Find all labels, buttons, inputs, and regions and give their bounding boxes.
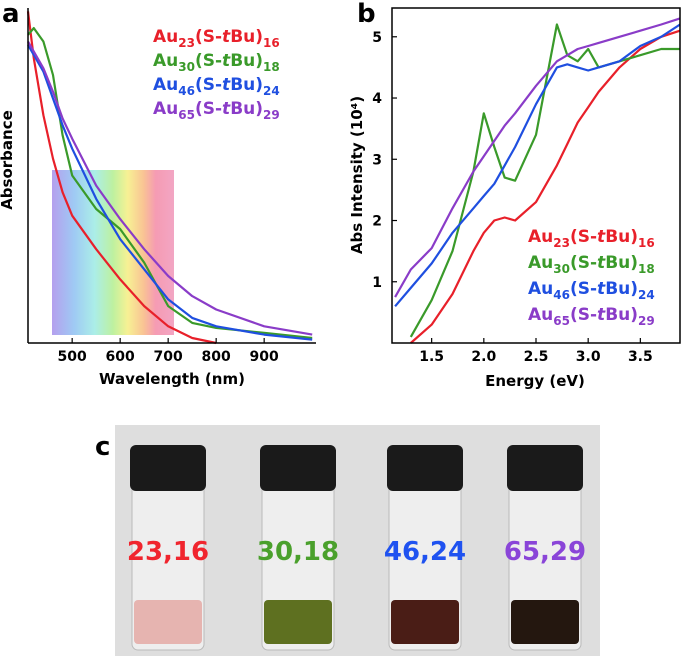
series-line <box>27 40 313 336</box>
panel-label: c <box>95 432 110 462</box>
x-tick-label: 900 <box>250 349 279 365</box>
legend-entry: Au46(S-tBu)24 <box>153 75 280 98</box>
vial-label: 23,16 <box>127 537 209 567</box>
photo: 23,16 30,18 46,24 65,29 <box>115 425 600 656</box>
x-tick-label: 700 <box>154 349 183 365</box>
vial-label: 46,24 <box>384 537 466 567</box>
y-tick-label: 2 <box>372 214 382 230</box>
series-line <box>394 23 681 308</box>
legend-entry: Au65(S-tBu)29 <box>153 99 280 122</box>
panel-label: b <box>357 0 376 29</box>
vial-liquid <box>134 600 202 644</box>
y-axis-title: Abs Intensity (10⁴) <box>348 96 366 254</box>
vial-cap <box>387 445 463 491</box>
x-tick-label: 3.0 <box>576 349 601 365</box>
series-line <box>27 44 313 341</box>
panel-label: a <box>2 0 20 29</box>
legend-entry: Au30(S-tBu)18 <box>528 253 655 276</box>
legend-entry: Au23(S-tBu)16 <box>153 27 280 50</box>
series-line <box>394 17 681 298</box>
series-line <box>409 23 680 338</box>
x-tick-label: 2.0 <box>471 349 496 365</box>
x-tick-label: 600 <box>106 349 135 365</box>
x-tick-label: 3.5 <box>628 349 653 365</box>
spectrum-overlay <box>52 170 174 335</box>
y-tick-label: 4 <box>372 91 382 107</box>
x-tick-label: 800 <box>202 349 231 365</box>
vial-label: 65,29 <box>504 537 586 567</box>
vial-cap <box>130 445 206 491</box>
x-tick-label: 1.5 <box>419 349 444 365</box>
legend-entry: Au23(S-tBu)16 <box>528 227 655 250</box>
series-line <box>410 29 681 344</box>
x-tick-label: 2.5 <box>524 349 549 365</box>
x-axis-title: Wavelength (nm) <box>99 370 245 388</box>
vial-cap <box>507 445 583 491</box>
y-tick-label: 3 <box>372 152 382 168</box>
series-line <box>26 11 217 345</box>
x-tick-label: 500 <box>58 349 87 365</box>
y-tick-label: 5 <box>372 30 382 46</box>
vial-liquid <box>391 600 459 644</box>
vial-liquid <box>511 600 579 644</box>
x-axis-title: Energy (eV) <box>485 372 585 390</box>
vial-label: 30,18 <box>257 537 339 567</box>
y-axis-title: Absorbance <box>0 110 16 210</box>
y-tick-label: 1 <box>372 275 382 291</box>
vial-cap <box>260 445 336 491</box>
legend-entry: Au46(S-tBu)24 <box>528 279 655 302</box>
legend-entry: Au30(S-tBu)18 <box>153 51 280 74</box>
legend-entry: Au65(S-tBu)29 <box>528 305 655 328</box>
vial-liquid <box>264 600 332 644</box>
